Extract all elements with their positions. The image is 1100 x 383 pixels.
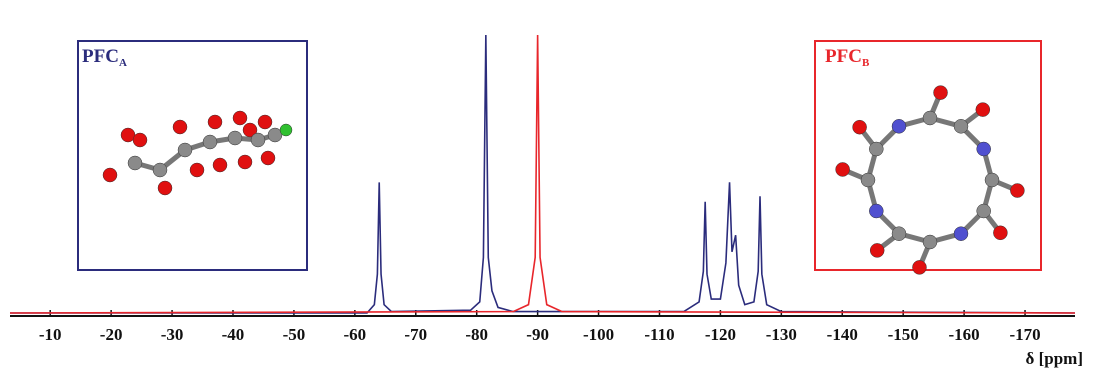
atom	[954, 227, 968, 241]
x-tick-label: -40	[222, 325, 245, 344]
atom	[977, 142, 991, 156]
molecules	[103, 86, 1024, 275]
atom	[985, 173, 999, 187]
x-tick-label: -20	[100, 325, 123, 344]
x-tick-label: -50	[283, 325, 306, 344]
atom	[133, 133, 147, 147]
atom	[892, 227, 906, 241]
atom	[128, 156, 142, 170]
label-main: PFC	[82, 46, 119, 67]
atom	[870, 243, 884, 257]
atom	[178, 143, 192, 157]
x-tick-label: -160	[949, 325, 980, 344]
atom	[976, 103, 990, 117]
x-tick-label: -60	[344, 325, 367, 344]
x-tick-label: -70	[404, 325, 427, 344]
atom	[923, 235, 937, 249]
atom	[869, 142, 883, 156]
x-tick-label: -110	[644, 325, 674, 344]
x-tick-label: -150	[888, 325, 919, 344]
atom	[853, 120, 867, 134]
atom	[977, 204, 991, 218]
atom	[892, 119, 906, 133]
atom	[923, 111, 937, 125]
atom	[228, 131, 242, 145]
atom	[238, 155, 252, 169]
inset-label: PFCA	[82, 46, 127, 69]
x-axis-label: δ [ppm]	[1026, 349, 1083, 368]
x-tick-label: -80	[465, 325, 488, 344]
chart: PFCAPFCB-10-20-30-40-50-60-70-80-90-100-…	[0, 0, 1100, 383]
x-tick-label: -170	[1009, 325, 1040, 344]
atom	[153, 163, 167, 177]
atom	[261, 151, 275, 165]
atom	[280, 124, 292, 136]
atom	[251, 133, 265, 147]
atom	[954, 119, 968, 133]
x-tick-label: -100	[583, 325, 614, 344]
atom	[861, 173, 875, 187]
atom	[158, 181, 172, 195]
atom	[912, 260, 926, 274]
atom	[258, 115, 272, 129]
x-tick-label: -90	[526, 325, 549, 344]
label-main: PFC	[825, 46, 862, 67]
atom	[103, 168, 117, 182]
atom	[213, 158, 227, 172]
x-tick-label: -30	[161, 325, 184, 344]
atom	[869, 204, 883, 218]
atom	[1010, 184, 1024, 198]
atom	[190, 163, 204, 177]
x-tick-label: -10	[39, 325, 62, 344]
atom	[173, 120, 187, 134]
atom	[934, 86, 948, 100]
label-sub: B	[862, 57, 870, 69]
atom	[208, 115, 222, 129]
atom	[993, 226, 1007, 240]
label-sub: A	[119, 57, 127, 69]
inset-label: PFCB	[825, 46, 870, 69]
x-tick-label: -120	[705, 325, 736, 344]
atom	[233, 111, 247, 125]
atom	[836, 162, 850, 176]
x-tick-label: -140	[827, 325, 858, 344]
atom	[203, 135, 217, 149]
x-tick-label: -130	[766, 325, 797, 344]
